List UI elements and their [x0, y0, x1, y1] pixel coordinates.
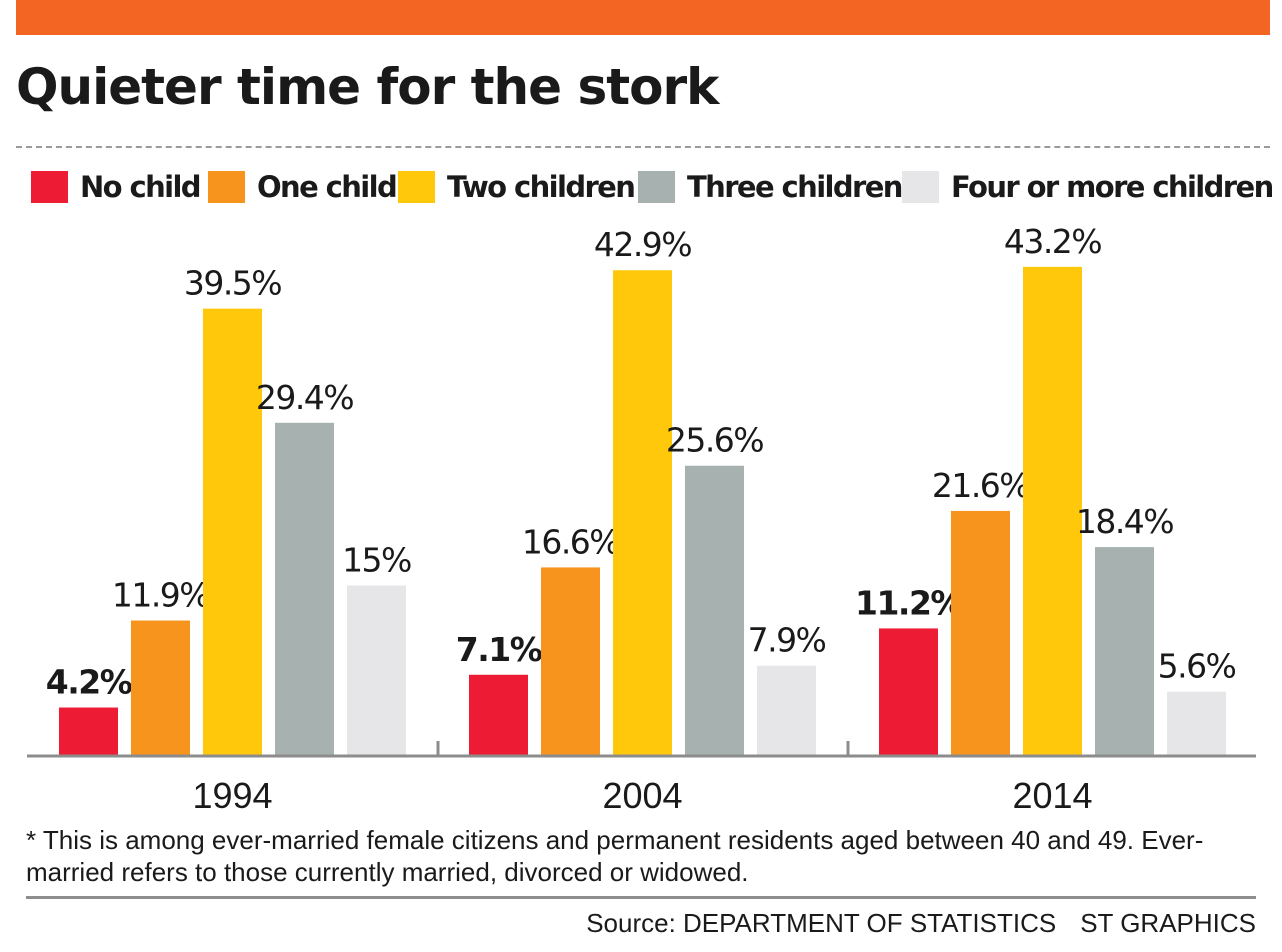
footer-rule	[26, 896, 1256, 899]
category-label-1994: 1994	[192, 775, 272, 815]
legend-label-two-children: Two children	[447, 170, 636, 204]
bar-two-children-1994	[203, 308, 262, 755]
value-label-three-children-1994: 29.4%	[256, 378, 353, 417]
value-label-no-child-2014: 11.2%	[855, 583, 963, 622]
legend: No child One child Two children Three ch…	[0, 170, 1282, 210]
bar-two-children-2004	[613, 270, 672, 755]
legend-label-no-child: No child	[80, 170, 202, 204]
bar-chart: 4.2% 11.9% 39.5% 29.4% 15% 1994 7.1% 16.6% 42.9%…	[27, 222, 1256, 815]
category-label-2014: 2014	[1012, 775, 1092, 815]
legend-swatch-one-child	[208, 171, 245, 203]
legend-label-three-children: Three children	[687, 170, 903, 204]
bar-three-children-2014	[1095, 547, 1154, 755]
value-label-four-or-more-children-1994: 15%	[342, 541, 411, 580]
value-label-two-children-1994: 39.5%	[184, 264, 281, 303]
legend-item-two-children: Two children	[398, 170, 636, 204]
value-label-one-child-2004: 16.6%	[522, 522, 619, 561]
bar-two-children-2014	[1023, 266, 1082, 755]
legend-swatch-three-children	[638, 171, 675, 203]
legend-swatch-two-children	[398, 171, 435, 203]
bar-three-children-2004	[685, 465, 744, 755]
category-label-2004: 2004	[602, 775, 682, 815]
bar-one-child-2004	[541, 567, 600, 755]
bar-four-or-more-children-1994	[347, 585, 406, 755]
dashed-divider	[16, 146, 1270, 148]
value-label-no-child-1994: 4.2%	[46, 663, 133, 702]
value-label-one-child-2014: 21.6%	[932, 466, 1029, 505]
value-label-no-child-2004: 7.1%	[456, 630, 543, 669]
value-label-four-or-more-children-2004: 7.9%	[748, 621, 826, 660]
credit-text: ST GRAPHICS	[1080, 908, 1256, 938]
legend-label-four-or-more-children: Four or more children	[951, 170, 1274, 204]
legend-item-no-child: No child	[31, 170, 202, 204]
legend-item-three-children: Three children	[638, 170, 903, 204]
bar-no-child-2004	[469, 674, 528, 755]
footnote: * This is among ever-married female citi…	[26, 825, 1204, 887]
value-label-four-or-more-children-2014: 5.6%	[1158, 647, 1236, 686]
bar-one-child-2014	[951, 510, 1010, 755]
legend-label-one-child: One child	[257, 170, 398, 204]
bar-no-child-2014	[879, 628, 938, 755]
value-label-two-children-2004: 42.9%	[594, 225, 691, 264]
legend-item-four-or-more-children: Four or more children	[902, 170, 1274, 204]
value-label-three-children-2014: 18.4%	[1076, 502, 1173, 541]
value-label-three-children-2004: 25.6%	[666, 421, 763, 460]
bar-three-children-1994	[275, 422, 334, 755]
chart-title: Quieter time for the stork	[16, 58, 719, 116]
source-text: Source: DEPARTMENT OF STATISTICS	[586, 908, 1057, 938]
top-accent-bar	[16, 0, 1270, 35]
bar-four-or-more-children-2004	[757, 665, 816, 755]
legend-swatch-no-child	[31, 171, 68, 203]
bar-no-child-1994	[59, 707, 118, 755]
value-label-one-child-1994: 11.9%	[112, 576, 209, 615]
legend-item-one-child: One child	[208, 170, 398, 204]
source-line: Source: DEPARTMENT OF STATISTICS ST GRAP…	[586, 908, 1256, 939]
legend-swatch-four-or-more-children	[902, 171, 939, 203]
bar-one-child-1994	[131, 620, 190, 755]
bar-four-or-more-children-2014	[1167, 691, 1226, 755]
value-label-two-children-2014: 43.2%	[1004, 222, 1101, 261]
